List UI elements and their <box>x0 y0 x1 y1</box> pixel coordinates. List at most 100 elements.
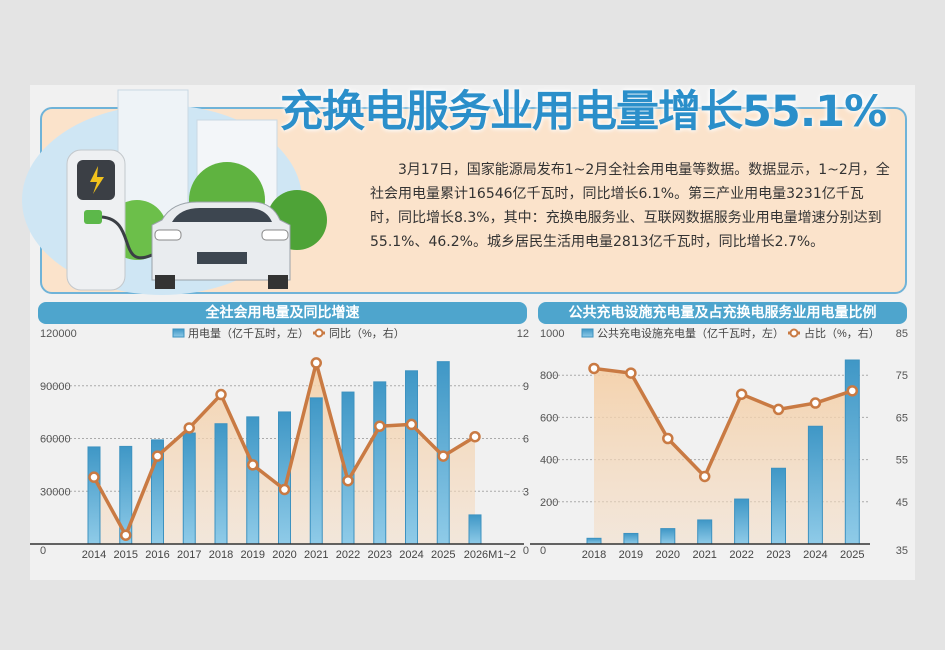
line-point <box>588 362 600 375</box>
x-tick-label: 2023 <box>766 549 790 561</box>
legend-line-label: 占比（%，右） <box>804 326 880 340</box>
line-point <box>846 385 859 397</box>
line-point <box>735 388 748 400</box>
x-tick-label: 2018 <box>209 549 233 561</box>
bar <box>697 519 713 545</box>
y-right-tick-label: 6 <box>523 434 529 446</box>
y-left-tick-label: 600 <box>540 412 558 424</box>
x-tick-label: 2017 <box>177 549 201 561</box>
line-point <box>247 459 259 471</box>
x-tick-label: 2018 <box>582 549 606 561</box>
y-left-tick-label: 1000 <box>540 328 564 340</box>
line-point <box>310 357 322 369</box>
bar <box>405 370 418 545</box>
x-tick-label: 2019 <box>241 549 265 561</box>
bar <box>214 423 228 545</box>
bar <box>734 498 750 545</box>
bar <box>468 514 482 545</box>
bar <box>586 537 602 545</box>
lightning-icon <box>90 166 104 194</box>
x-tick-label: 2024 <box>803 549 827 561</box>
line-point <box>809 397 822 409</box>
line-point <box>183 422 195 434</box>
line-point <box>374 420 386 432</box>
legend-bar-swatch <box>581 328 594 338</box>
line-point <box>772 403 785 416</box>
headline-body: 3月17日，国家能源局发布1~2月全社会用电量等数据。数据显示，1~2月，全社会… <box>370 162 890 250</box>
x-tick-label: 2020 <box>656 549 680 561</box>
chart2-title: 公共充电设施充电量及占充换电服务业用电量比例 <box>538 302 907 324</box>
x-tick-label: 2025 <box>431 549 455 561</box>
y-left-tick-label: 30000 <box>40 486 71 498</box>
y-right-tick-label: 35 <box>896 545 908 557</box>
chart-public-charging: 0 200 400 600 800 1000 35 45 55 65 75 85 2018 2019 202… <box>530 326 908 561</box>
x-tick-label: 2022 <box>336 549 360 561</box>
y-left-tick-label: 800 <box>540 370 558 382</box>
line-point <box>698 470 711 483</box>
bar <box>623 532 639 545</box>
line-area-fill <box>594 368 853 544</box>
y-right-tick-label: 65 <box>896 412 908 424</box>
bar <box>309 397 323 545</box>
bar <box>246 416 260 545</box>
x-tick-label: 2025 <box>840 549 864 561</box>
series-line <box>593 366 853 479</box>
bar <box>87 446 101 545</box>
x-tick-label: 2015 <box>114 549 138 561</box>
y-left-tick-label: 120000 <box>40 328 77 340</box>
bar <box>660 528 676 545</box>
y-right-tick-label: 12 <box>517 328 529 340</box>
x-tick-label: 2020 <box>272 549 296 561</box>
line-point <box>278 483 291 496</box>
headlight-icon <box>261 229 289 241</box>
y-left-tick-label: 90000 <box>40 381 71 393</box>
line-point <box>151 450 164 462</box>
y-left-tick-label: 60000 <box>40 434 71 446</box>
x-tick-label: 2021 <box>304 549 328 561</box>
chart1-title: 全社会用电量及同比增速 <box>38 302 527 324</box>
x-tick-label: 2014 <box>82 549 106 561</box>
legend-bar-swatch <box>172 328 185 338</box>
line-point <box>215 388 227 401</box>
headline-title: 充换电服务业用电量增长55.1% <box>280 87 887 137</box>
chart-electricity-consumption: 0 30000 60000 90000 120000 0 3 6 9 12 2014 2015 2016… <box>30 326 529 561</box>
x-tick-label: 2026M1~2 <box>464 549 516 561</box>
line-point <box>120 529 132 541</box>
headlight-icon <box>154 229 182 241</box>
bar <box>771 467 786 545</box>
y-left-tick-label: 0 <box>540 545 546 557</box>
bar <box>182 432 196 545</box>
y-right-tick-label: 3 <box>523 486 529 498</box>
wheel-icon <box>268 275 288 289</box>
y-right-tick-label: 45 <box>896 497 908 509</box>
line-point <box>625 367 637 379</box>
y-right-tick-label: 0 <box>523 545 529 557</box>
y-left-tick-label: 400 <box>540 455 558 467</box>
bar <box>807 425 823 545</box>
y-right-tick-label: 85 <box>896 328 908 340</box>
legend-line-label: 同比（%，右） <box>329 326 405 340</box>
y-left-tick-label: 0 <box>40 545 46 557</box>
cable-icon <box>101 215 153 260</box>
bar <box>373 381 387 545</box>
legend-line-marker <box>314 328 324 338</box>
line-point <box>469 430 481 443</box>
x-tick-label: 2023 <box>368 549 392 561</box>
line-point <box>88 471 100 483</box>
legend-line-marker <box>789 328 799 338</box>
ev-charging-illustration <box>22 89 327 295</box>
legend-bar-label: 用电量（亿千瓦时，左） <box>188 327 309 340</box>
wheel-icon <box>155 275 175 289</box>
line-point <box>342 474 354 487</box>
line-point <box>662 432 674 445</box>
plug-icon <box>84 210 102 224</box>
x-tick-label: 2019 <box>619 549 643 561</box>
y-left-tick-label: 200 <box>540 497 558 509</box>
line-point <box>437 450 449 462</box>
x-tick-label: 2021 <box>692 549 716 561</box>
legend-bar-label: 公共充电设施充电量（亿千瓦时，左） <box>597 326 784 340</box>
y-right-tick-label: 75 <box>896 370 908 382</box>
x-tick-label: 2024 <box>399 549 423 561</box>
license-plate <box>197 252 247 264</box>
car-windshield <box>172 208 272 222</box>
